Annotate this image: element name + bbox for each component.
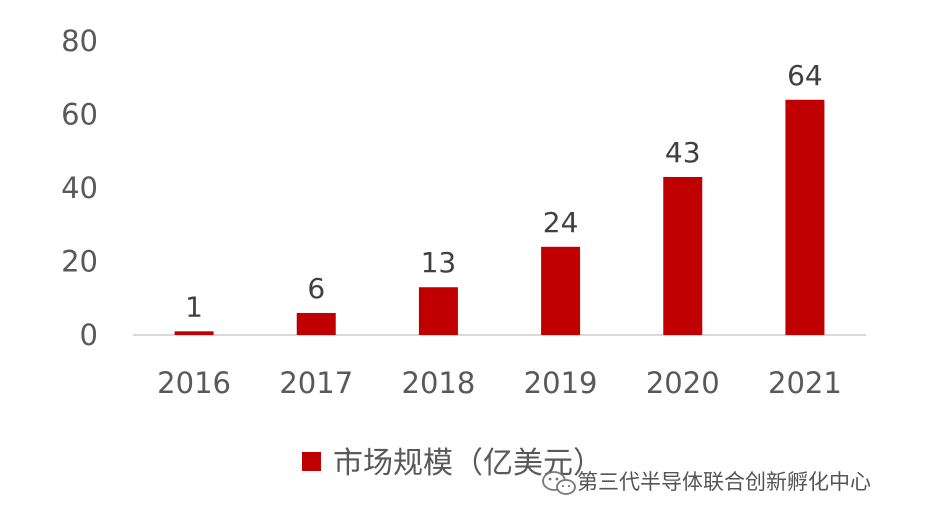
x-tick-label: 2016 [157,366,231,400]
bar [663,176,703,335]
y-tick-label: 60 [61,98,98,132]
x-tick-label: 2019 [524,366,598,400]
watermark: 第三代半导体联合创新孵化中心 [542,470,871,495]
bar-value-label: 64 [787,59,823,92]
x-tick-label: 2020 [646,366,720,400]
watermark-label: 第三代半导体联合创新孵化中心 [577,470,871,494]
y-tick-label: 20 [61,245,98,279]
bar-value-label: 1 [185,290,203,323]
wechat-icon [542,471,576,495]
y-tick-label: 0 [80,318,98,352]
bar-value-label: 24 [543,206,579,239]
bar [174,331,214,335]
bar-value-label: 13 [421,246,457,279]
bar-series [174,99,825,335]
x-axis: 2016 2017 2018 2019 2020 2021 [157,366,842,400]
x-tick-label: 2017 [279,366,353,400]
legend-swatch [302,452,321,471]
bar-value-label: 6 [307,272,325,305]
y-axis: 0 20 40 60 80 [61,24,98,352]
bar-value-label: 43 [665,136,701,169]
bar [785,99,825,335]
x-tick-label: 2021 [768,366,842,400]
x-tick-label: 2018 [402,366,476,400]
bar [541,246,581,335]
y-tick-label: 80 [61,24,98,58]
data-labels: 1 6 13 24 43 64 [185,59,823,324]
bar [296,312,336,335]
y-tick-label: 40 [61,171,98,205]
bar [418,287,458,335]
